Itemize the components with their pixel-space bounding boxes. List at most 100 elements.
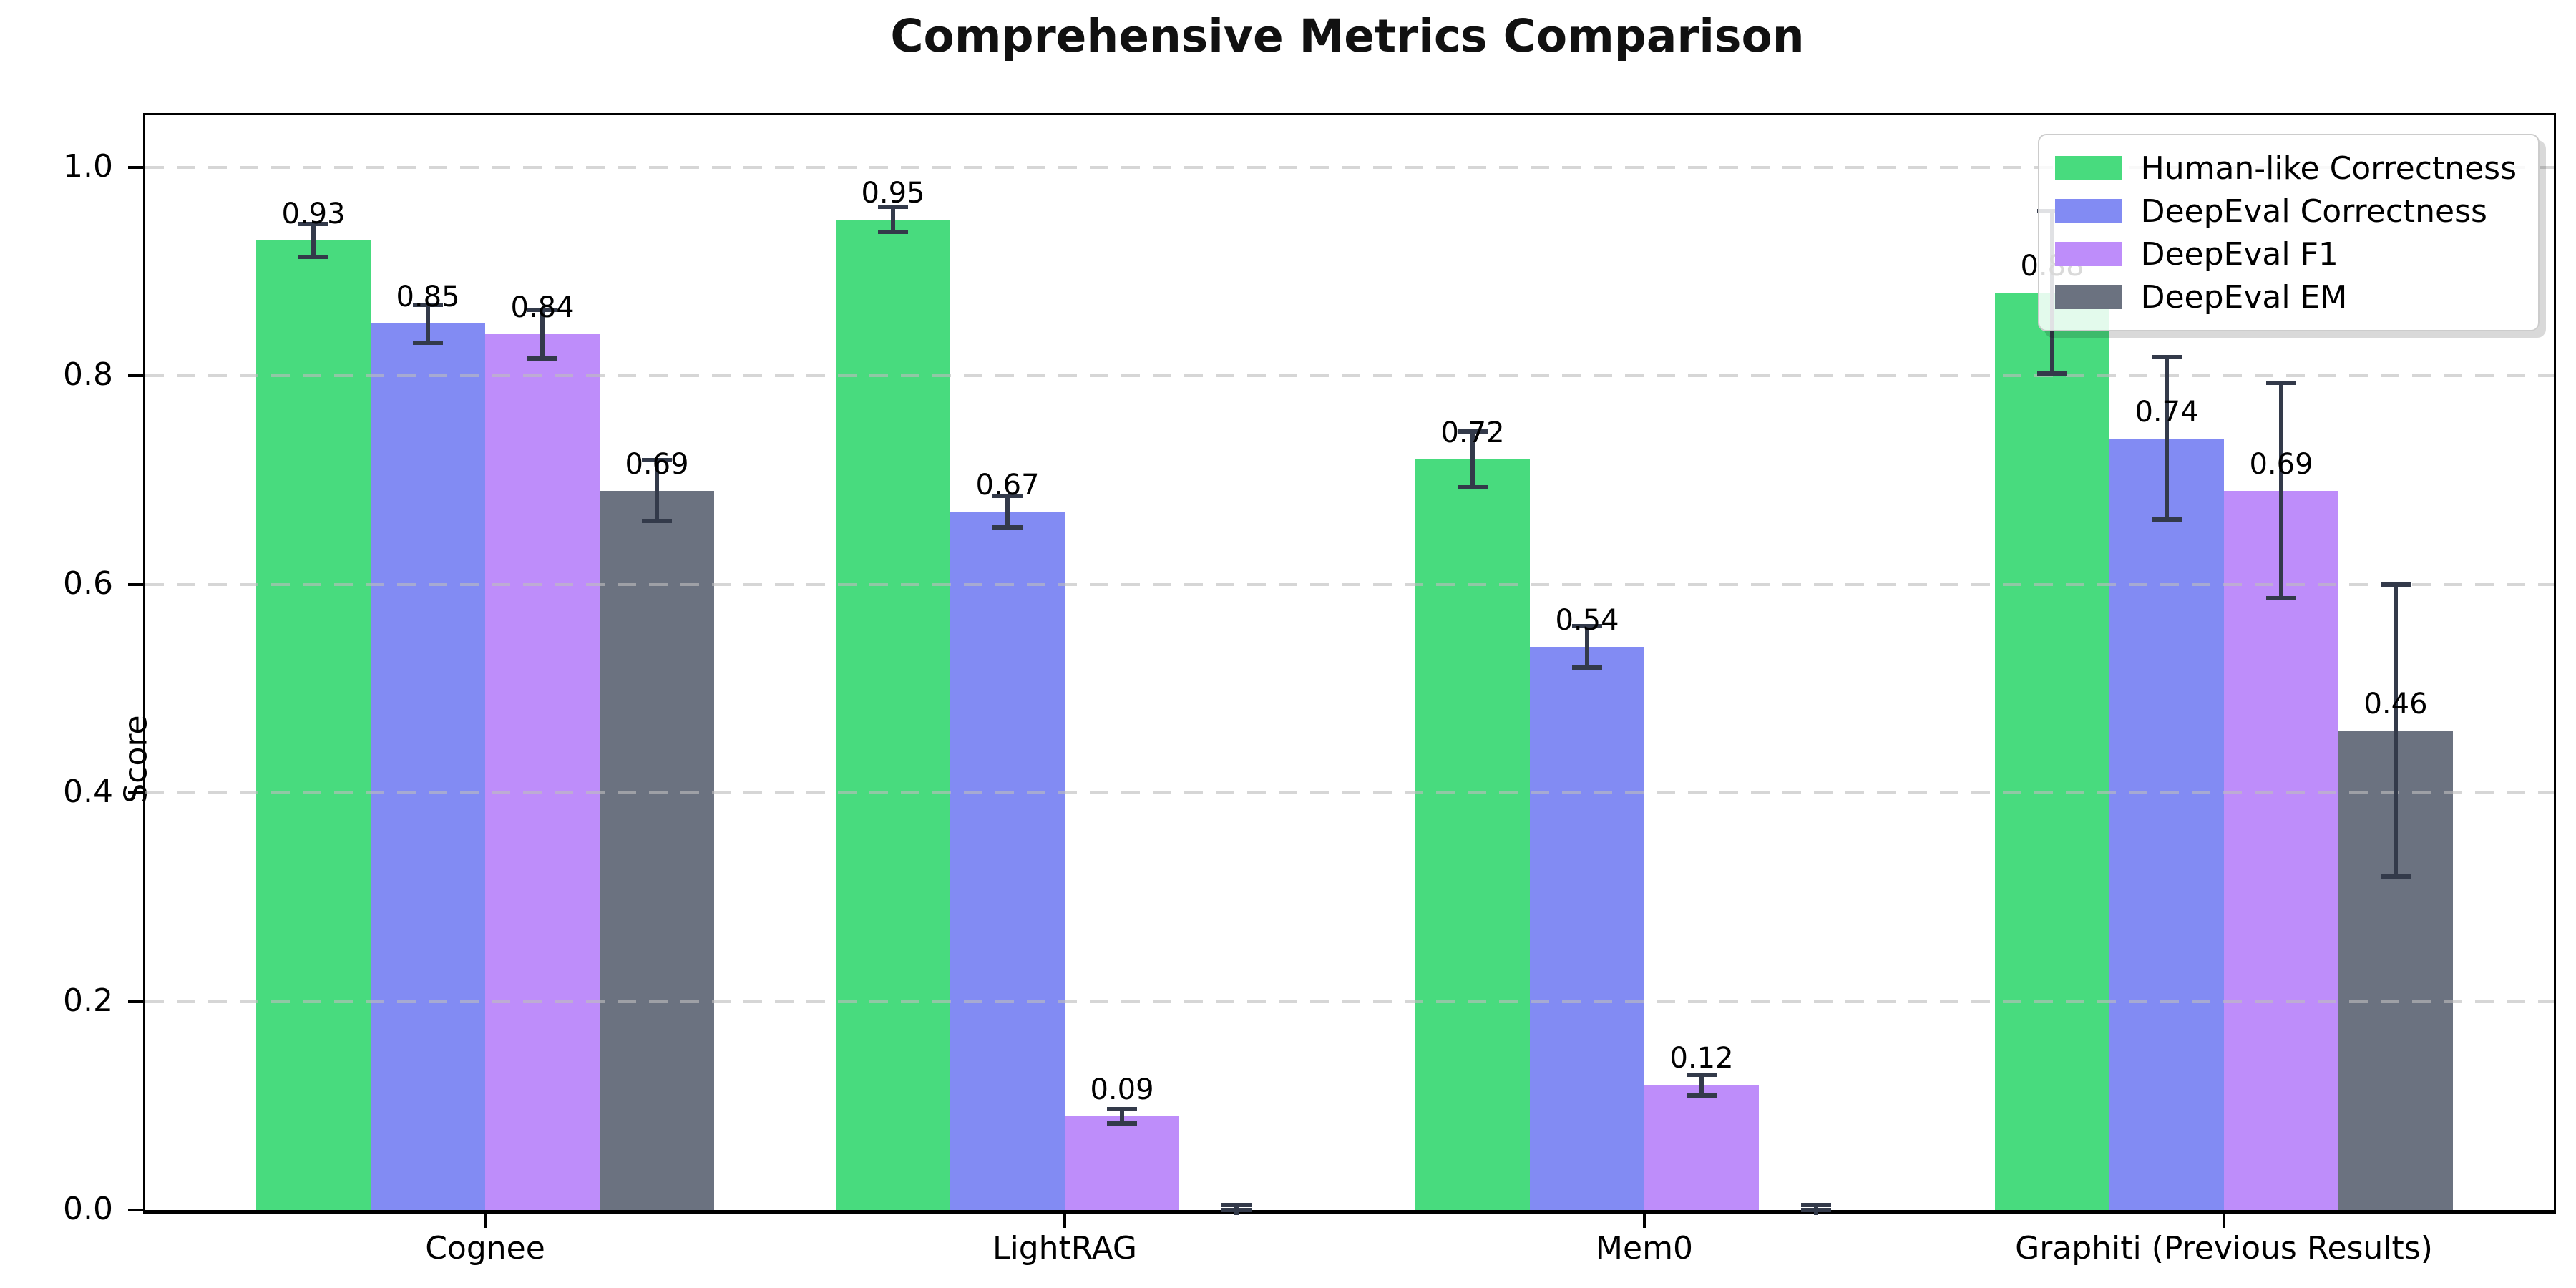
legend-swatch xyxy=(2054,156,2122,180)
error-bar-cap xyxy=(642,458,672,463)
error-bar-cap xyxy=(298,255,328,260)
error-bar xyxy=(426,305,430,343)
bar xyxy=(1995,292,2109,1210)
bar xyxy=(836,219,950,1210)
y-tick-label: 0.8 xyxy=(63,356,113,394)
y-tick-label: 0.2 xyxy=(63,982,113,1019)
legend-label: DeepEval EM xyxy=(2140,278,2348,316)
y-tick xyxy=(128,165,143,169)
error-bar-cap xyxy=(1801,1208,1831,1212)
error-bar-cap xyxy=(2266,595,2296,600)
bar-value-label: 0.74 xyxy=(2135,395,2199,429)
error-bar-cap xyxy=(1572,624,1602,628)
error-bar-cap xyxy=(1221,1208,1252,1212)
x-tick xyxy=(484,1214,487,1228)
bar xyxy=(371,323,485,1210)
error-bar-cap xyxy=(527,308,557,313)
bar xyxy=(2109,438,2224,1210)
bar xyxy=(1530,647,1644,1210)
y-tick-label: 1.0 xyxy=(63,147,113,185)
bar xyxy=(600,490,714,1210)
error-bar-cap xyxy=(413,340,443,345)
bar xyxy=(485,334,600,1210)
error-bar-cap xyxy=(2381,582,2411,587)
y-tick xyxy=(128,1209,143,1211)
error-bar-cap xyxy=(2381,874,2411,879)
error-bar xyxy=(891,207,895,233)
error-bar xyxy=(311,223,316,258)
bar xyxy=(1644,1085,1759,1210)
error-bar xyxy=(1699,1074,1704,1096)
x-tick-label: LightRAG xyxy=(992,1230,1138,1267)
bar xyxy=(256,240,371,1210)
bar-value-label: 0.54 xyxy=(1555,604,1619,638)
bar-value-label: 0.84 xyxy=(510,291,575,324)
x-tick xyxy=(2223,1214,2225,1228)
error-bar-cap xyxy=(1572,665,1602,670)
chart-title: Comprehensive Metrics Comparison xyxy=(890,10,1805,62)
bar xyxy=(1065,1116,1179,1210)
error-bar-cap xyxy=(2266,381,2296,386)
error-bar-cap xyxy=(1107,1106,1137,1111)
error-bar-cap xyxy=(878,230,908,235)
legend-label: DeepEval F1 xyxy=(2140,235,2338,273)
error-bar-cap xyxy=(878,205,908,210)
y-tick-label: 0.0 xyxy=(63,1191,113,1227)
error-bar-cap xyxy=(298,221,328,226)
bar xyxy=(1415,459,1530,1210)
error-bar-cap xyxy=(2152,355,2182,360)
error-bar-cap xyxy=(1687,1072,1717,1077)
error-bar xyxy=(2165,357,2169,520)
bar-value-label: 0.12 xyxy=(1669,1042,1734,1075)
error-bar-cap xyxy=(1107,1121,1137,1126)
legend-item: DeepEval EM xyxy=(2054,275,2517,318)
legend-item: DeepEval F1 xyxy=(2054,233,2517,275)
error-bar-cap xyxy=(1458,429,1488,434)
legend-swatch xyxy=(2054,285,2122,309)
legend-swatch xyxy=(2054,199,2122,223)
error-bar xyxy=(1470,431,1475,488)
x-tick-label: Mem0 xyxy=(1596,1230,1693,1267)
bar-value-label: 0.09 xyxy=(1090,1073,1154,1106)
y-tick xyxy=(128,374,143,378)
error-bar-cap xyxy=(2037,371,2067,376)
bar-value-label: 0.85 xyxy=(396,280,460,314)
bar-value-label: 0.93 xyxy=(281,197,346,230)
bar-value-label: 0.69 xyxy=(2249,447,2313,481)
y-tick xyxy=(128,582,143,586)
bar xyxy=(2224,490,2338,1210)
bar-value-label: 0.69 xyxy=(625,447,689,481)
error-bar xyxy=(1005,495,1010,527)
x-tick xyxy=(1643,1214,1646,1228)
error-bar-cap xyxy=(1687,1093,1717,1098)
error-bar xyxy=(2279,383,2283,598)
x-tick-label: Cognee xyxy=(425,1230,545,1267)
plot-area: Score Human-like Correctness DeepEval Cor… xyxy=(63,113,2556,1267)
error-bar-cap xyxy=(2152,517,2182,522)
error-bar xyxy=(655,460,659,521)
error-bar xyxy=(1120,1108,1124,1124)
bar-value-label: 0.95 xyxy=(861,176,925,210)
bar xyxy=(950,511,1065,1210)
error-bar-cap xyxy=(642,518,672,523)
error-bar-cap xyxy=(992,493,1023,498)
legend-label: Human-like Correctness xyxy=(2140,150,2517,187)
y-tick-label: 0.4 xyxy=(63,774,113,811)
error-bar xyxy=(540,310,545,358)
legend-item: Human-like Correctness xyxy=(2054,147,2517,190)
y-tick-label: 0.6 xyxy=(63,565,113,602)
error-bar-cap xyxy=(1221,1202,1252,1207)
error-bar xyxy=(1585,626,1589,668)
x-tick xyxy=(1063,1214,1066,1228)
bar-value-label: 0.46 xyxy=(2363,687,2428,721)
legend-item: DeepEval Correctness xyxy=(2054,190,2517,233)
error-bar-cap xyxy=(1801,1202,1831,1207)
error-bar-cap xyxy=(992,525,1023,530)
y-tick xyxy=(128,791,143,795)
bar-value-label: 0.72 xyxy=(1440,416,1505,449)
error-bar-cap xyxy=(413,303,443,308)
legend: Human-like Correctness DeepEval Correctne… xyxy=(2037,134,2540,331)
error-bar-cap xyxy=(1458,485,1488,490)
error-bar xyxy=(2394,584,2398,877)
